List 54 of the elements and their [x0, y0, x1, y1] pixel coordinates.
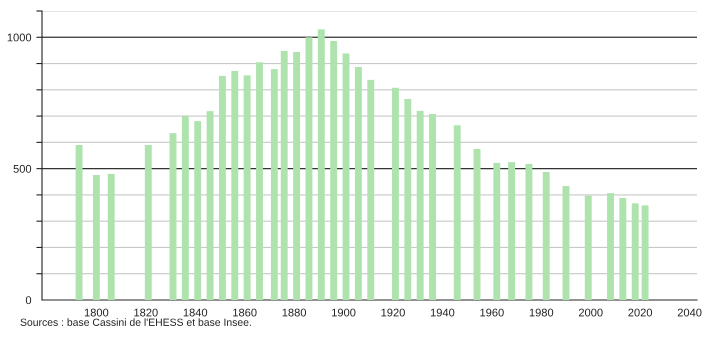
bar: [493, 162, 500, 300]
bar: [305, 37, 312, 300]
x-tick-label: 2000: [578, 308, 603, 316]
y-tick-label: 500: [13, 164, 32, 173]
x-tick-label: 1800: [84, 308, 108, 316]
x-tick-label: 1900: [332, 308, 356, 316]
source-note: Sources : base Cassini de l'EHESS et base Insee.: [20, 318, 251, 326]
bar: [584, 196, 592, 300]
bar: [170, 133, 176, 300]
x-tick-label: 1820: [134, 308, 158, 316]
bar: [508, 162, 516, 300]
bar: [256, 62, 263, 300]
bar: [367, 80, 374, 300]
bar: [76, 144, 83, 300]
bar: [293, 52, 300, 300]
bar: [416, 110, 424, 300]
bar: [619, 198, 626, 300]
bar: [144, 144, 152, 300]
x-tick-label: 1860: [233, 308, 257, 316]
bar: [318, 29, 325, 300]
bar: [342, 54, 350, 300]
bar: [354, 66, 362, 300]
bar: [244, 75, 251, 300]
x-tick-label: 1960: [480, 308, 504, 316]
y-tick-label: 0: [26, 296, 32, 304]
bar: [92, 174, 100, 300]
x-tick-label: 1880: [282, 308, 306, 316]
bar: [642, 205, 649, 300]
bar: [206, 111, 214, 300]
bar: [429, 114, 436, 300]
bar: [108, 174, 115, 300]
bar: [270, 69, 278, 300]
bar: [231, 70, 238, 300]
bar: [392, 88, 399, 300]
bar: [542, 172, 550, 300]
bar: [454, 125, 461, 300]
bar: [330, 40, 338, 300]
bar: [474, 148, 480, 300]
bar: [182, 116, 189, 300]
bar: [525, 164, 532, 300]
bar: [194, 121, 202, 300]
y-tick-label: 1000: [8, 34, 32, 42]
bar: [562, 186, 570, 300]
bar: [607, 193, 614, 300]
x-tick-label: 1980: [530, 308, 554, 316]
x-tick-label: 1920: [381, 308, 405, 316]
bar: [218, 76, 226, 300]
bar: [280, 50, 288, 300]
bar: [632, 203, 639, 300]
x-tick-label: 1840: [184, 308, 208, 316]
x-tick-label: 2040: [678, 308, 702, 316]
bar: [404, 99, 412, 300]
x-tick-label: 2020: [628, 308, 652, 316]
x-tick-label: 1940: [430, 308, 454, 316]
